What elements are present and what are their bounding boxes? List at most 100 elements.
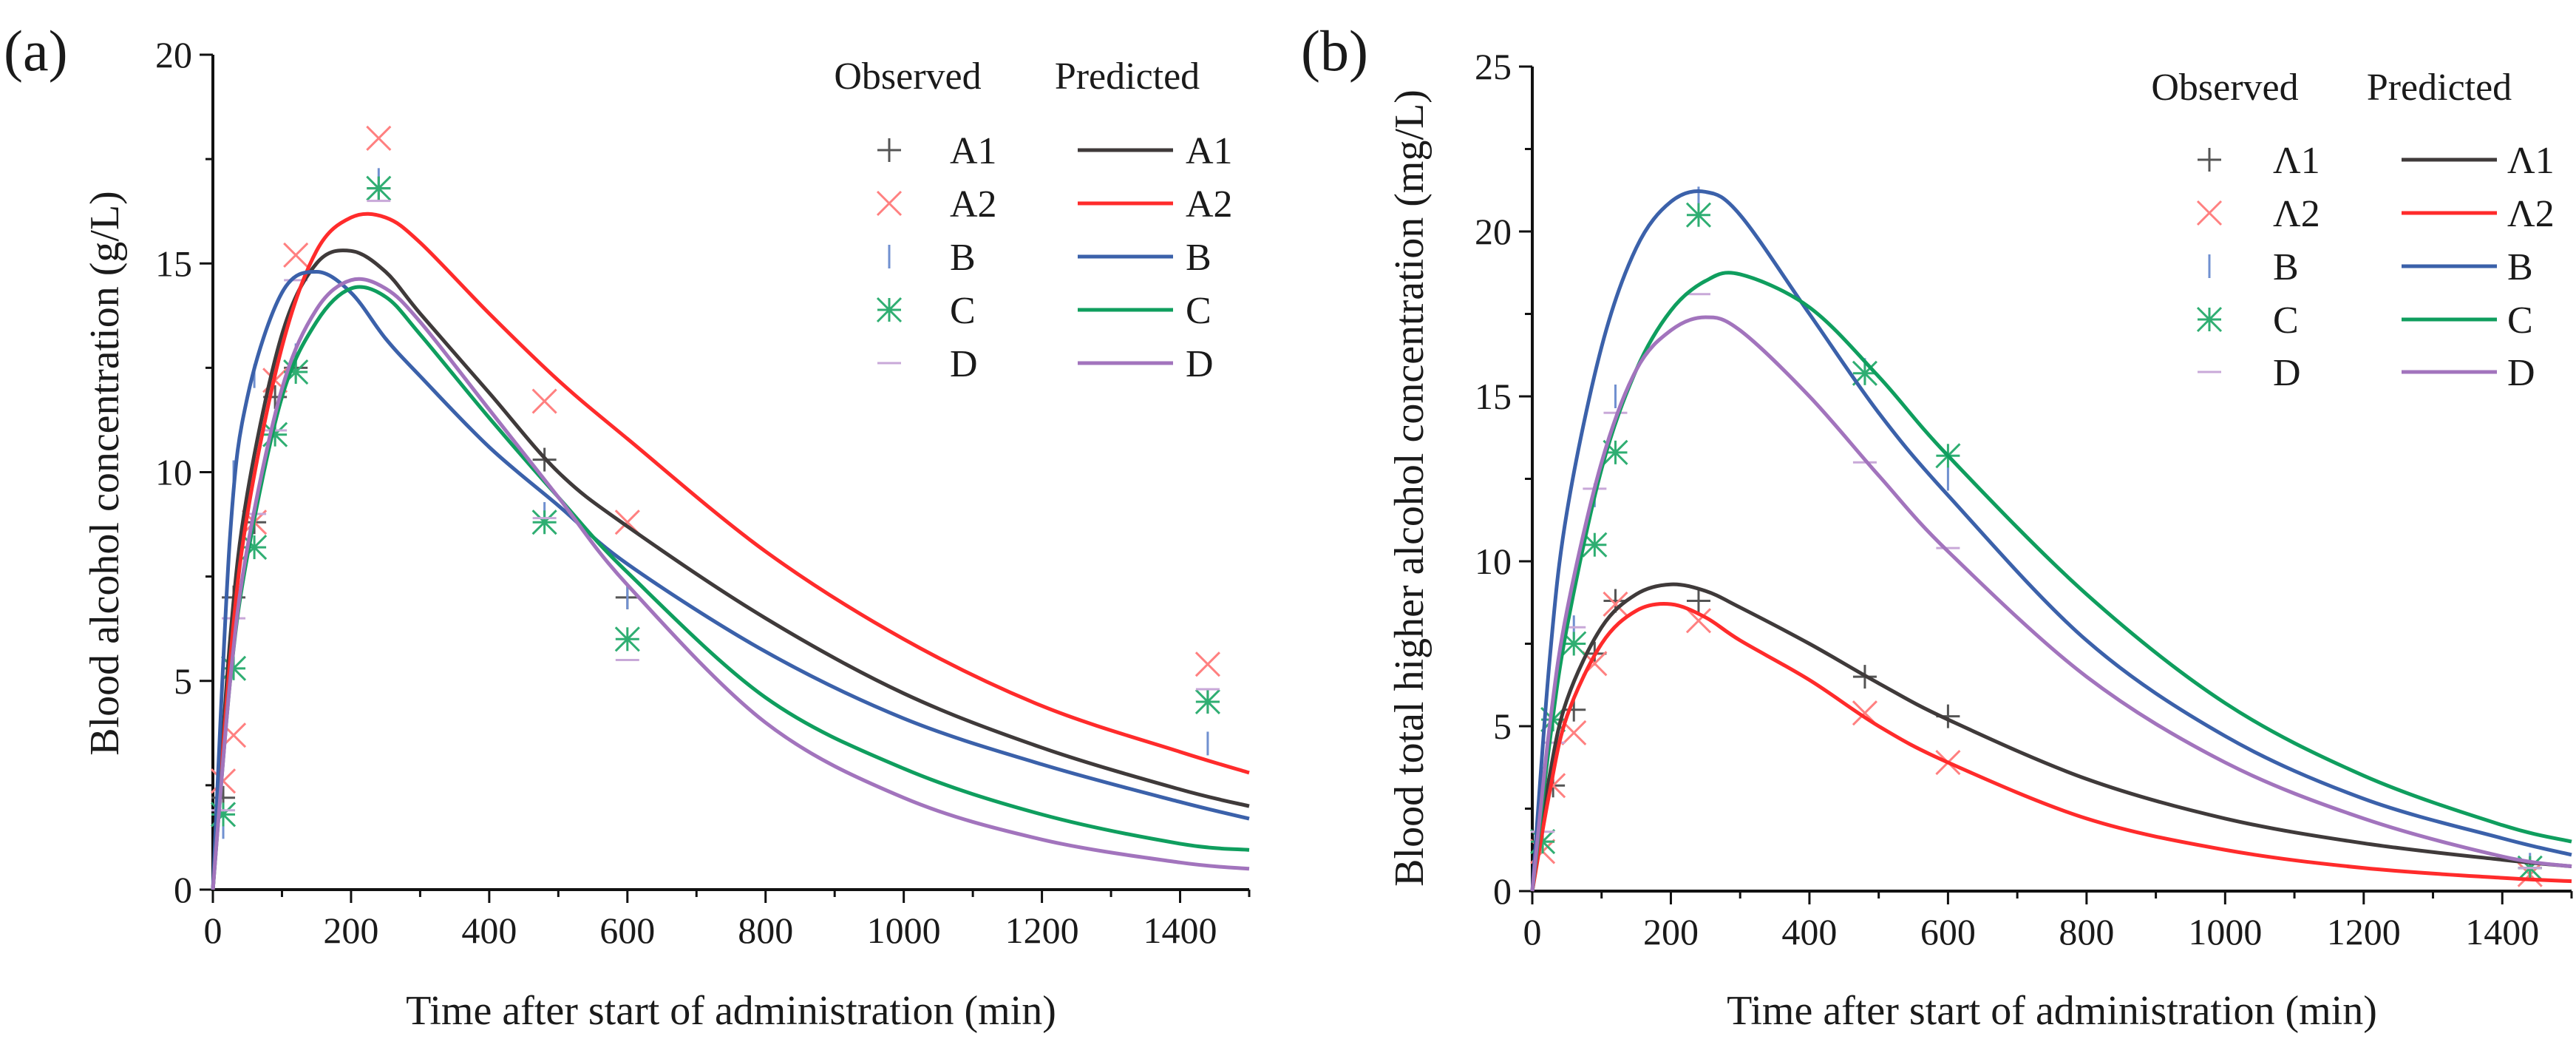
legend-predicted-label: C <box>2507 299 2533 342</box>
predicted-curve-a1 <box>1530 582 2572 892</box>
panel-label-a: (a) <box>4 18 68 83</box>
legend-marker-a2-stroke <box>876 190 903 217</box>
legend-marker-a1 <box>877 138 901 162</box>
legend-observed-label: C <box>2273 299 2299 342</box>
observed-point-a2 <box>1685 608 1712 634</box>
y-tick-label: 25 <box>1475 46 1512 87</box>
legend-predicted-label: B <box>1186 237 1211 279</box>
observed-point-a2-stroke <box>531 388 557 414</box>
y-axis-title-a: Blood alcohol concentration (g/L) <box>82 191 128 756</box>
legend-observed-title-a: Observed <box>834 55 981 98</box>
observed-point-c <box>614 626 640 652</box>
observed-point-a2-stroke <box>1561 720 1587 745</box>
x-tick-label: 1400 <box>1143 910 1217 951</box>
x-tick-label: 1400 <box>2465 911 2539 952</box>
observed-point-a2 <box>283 242 309 268</box>
predicted-curve-b <box>1530 189 2572 892</box>
x-tick-label: 200 <box>1643 911 1699 952</box>
observed-point-a2 <box>1603 591 1628 617</box>
x-tick-label: 1000 <box>2188 911 2262 952</box>
y-tick-label: 20 <box>155 34 192 75</box>
y-tick-label: 10 <box>1475 541 1512 582</box>
x-tick-label: 800 <box>2059 911 2114 952</box>
observed-point-a2 <box>531 388 557 414</box>
legend-predicted-label: D <box>1186 343 1214 385</box>
legend-observed-label: D <box>2273 352 2301 394</box>
observed-point-a2-stroke <box>614 510 640 535</box>
observed-point-a2-stroke <box>366 125 392 151</box>
legend-observed-label: Λ1 <box>2273 140 2320 182</box>
legend-marker-c <box>2196 306 2223 333</box>
observed-point-a2-stroke <box>283 242 309 268</box>
panel-b: (b) Time after start of administration (… <box>1301 18 2573 1034</box>
observed-point-a2-stroke <box>1194 652 1220 677</box>
legend-predicted-label: B <box>2507 246 2533 288</box>
legend-predicted-title-a: Predicted <box>1055 55 1200 98</box>
legend-observed-label: A1 <box>950 130 997 172</box>
panel-a: (a) Time after start of administration (… <box>4 18 1251 1034</box>
legend-observed-label: C <box>950 290 976 332</box>
x-tick-label: 0 <box>1523 911 1542 952</box>
observed-point-a2 <box>1194 652 1220 677</box>
y-tick-label: 15 <box>155 243 192 284</box>
legend-observed-label: D <box>950 343 978 385</box>
legend-predicted-title-b: Predicted <box>2367 67 2512 109</box>
observed-point-c <box>366 175 392 201</box>
legend-observed-label: Λ2 <box>2273 193 2320 235</box>
predicted-curve-c <box>1530 271 2572 892</box>
y-tick-label: 0 <box>1493 870 1512 912</box>
x-tick-label: 800 <box>738 910 793 951</box>
predicted-curve-a2 <box>211 211 1250 890</box>
observed-point-a2 <box>366 125 392 151</box>
legend-marker-a2 <box>876 190 903 217</box>
observed-point-c <box>1582 532 1608 558</box>
predicted-curve-d <box>1530 315 2572 892</box>
predicted-curve-d <box>211 277 1250 890</box>
observed-point-c <box>1685 202 1712 228</box>
legend-observed-label: B <box>950 237 976 279</box>
legend-observed-title-b: Observed <box>2151 67 2298 109</box>
predicted-curve-a1 <box>211 248 1250 890</box>
y-tick-label: 0 <box>174 869 192 910</box>
y-tick-label: 5 <box>1493 705 1512 747</box>
y-tick-label: 20 <box>1475 211 1512 252</box>
x-tick-label: 0 <box>204 910 222 951</box>
x-tick-label: 600 <box>599 910 655 951</box>
observed-point-a2-stroke <box>1685 608 1712 634</box>
legend-observed-label: B <box>2273 246 2299 288</box>
predicted-curve-a2 <box>1530 601 2572 892</box>
x-tick-label: 200 <box>323 910 378 951</box>
x-tick-label: 400 <box>461 910 517 951</box>
y-tick-label: 15 <box>1475 376 1512 417</box>
observed-point-a2-stroke <box>1603 591 1628 617</box>
legend-predicted-label: C <box>1186 290 1211 332</box>
x-axis-title-a: Time after start of administration (min) <box>406 988 1056 1034</box>
legend-predicted-label: Λ1 <box>2507 140 2555 182</box>
legend-predicted-label: A1 <box>1186 130 1233 172</box>
observed-point-a2-stroke <box>1852 700 1877 726</box>
x-tick-label: 1200 <box>2327 911 2401 952</box>
legend-predicted-label: Λ2 <box>2507 193 2555 235</box>
y-axis-title-b: Blood total higher alcohol concentration… <box>1387 89 1433 887</box>
observed-point-c <box>1194 688 1220 715</box>
legend-marker-c <box>876 297 903 323</box>
legend-marker-a1 <box>2198 148 2221 172</box>
observed-point-c <box>531 510 557 535</box>
x-tick-label: 1200 <box>1005 910 1079 951</box>
x-axis-title-b: Time after start of administration (min) <box>1727 988 2377 1034</box>
legend-predicted-label: D <box>2507 352 2535 394</box>
legend-marker-a2-stroke <box>2196 200 2223 226</box>
legend-observed-label: A2 <box>950 183 997 226</box>
observed-point-a1 <box>1686 589 1710 613</box>
x-tick-label: 600 <box>1920 911 1976 952</box>
legend-predicted-label: A2 <box>1186 183 1233 226</box>
x-tick-label: 400 <box>1781 911 1837 952</box>
y-tick-label: 5 <box>174 660 192 702</box>
predicted-curve-b <box>211 270 1250 890</box>
predicted-curve-c <box>211 285 1250 890</box>
panel-label-b: (b) <box>1301 18 1368 83</box>
legend-marker-a2 <box>2196 200 2223 226</box>
x-tick-label: 1000 <box>867 910 941 951</box>
